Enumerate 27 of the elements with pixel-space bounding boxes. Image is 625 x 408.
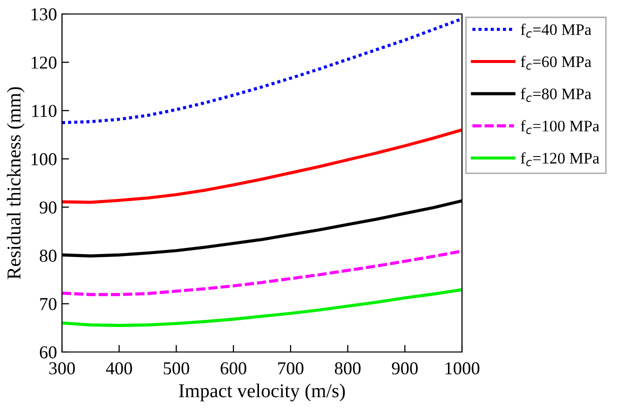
line-series bbox=[62, 250, 462, 296]
x-tick-label: 600 bbox=[220, 362, 246, 374]
y-tick-label: 60 bbox=[40, 346, 56, 358]
legend-label: f$_{c}$=60 MPa bbox=[520, 56, 592, 70]
x-tick-label: 500 bbox=[164, 362, 190, 374]
x-tick-label: 900 bbox=[392, 362, 418, 374]
legend-label: f$_{c}$=120 MPa bbox=[520, 152, 600, 166]
y-tick-label: 120 bbox=[32, 56, 56, 69]
y-tick-label: 100 bbox=[32, 153, 56, 166]
y-axis-title: Residual thickness (mm) bbox=[6, 87, 24, 280]
legend-label: f$_{c}$=40 MPa bbox=[520, 24, 592, 38]
y-tick-label: 80 bbox=[40, 250, 56, 262]
line-series bbox=[62, 288, 462, 327]
x-tick-label: 800 bbox=[334, 362, 361, 374]
x-tick-label: 700 bbox=[278, 362, 304, 374]
legend-label: f$_{c}$=100 MPa bbox=[520, 120, 600, 134]
legend-label: f$_{c}$=80 MPa bbox=[520, 88, 592, 102]
x-axis-title: Impact velocity (m/s) bbox=[179, 384, 345, 402]
x-tick-label: 400 bbox=[106, 362, 132, 374]
x-tick-label: 300 bbox=[49, 362, 75, 374]
y-tick-label: 70 bbox=[40, 298, 56, 310]
y-tick-label: 110 bbox=[32, 104, 56, 118]
y-tick-label: 130 bbox=[32, 8, 56, 20]
x-tick-label: 1000 bbox=[446, 362, 480, 374]
y-tick-label: 90 bbox=[40, 201, 56, 214]
line-series bbox=[62, 17, 462, 124]
line-series bbox=[62, 128, 462, 204]
